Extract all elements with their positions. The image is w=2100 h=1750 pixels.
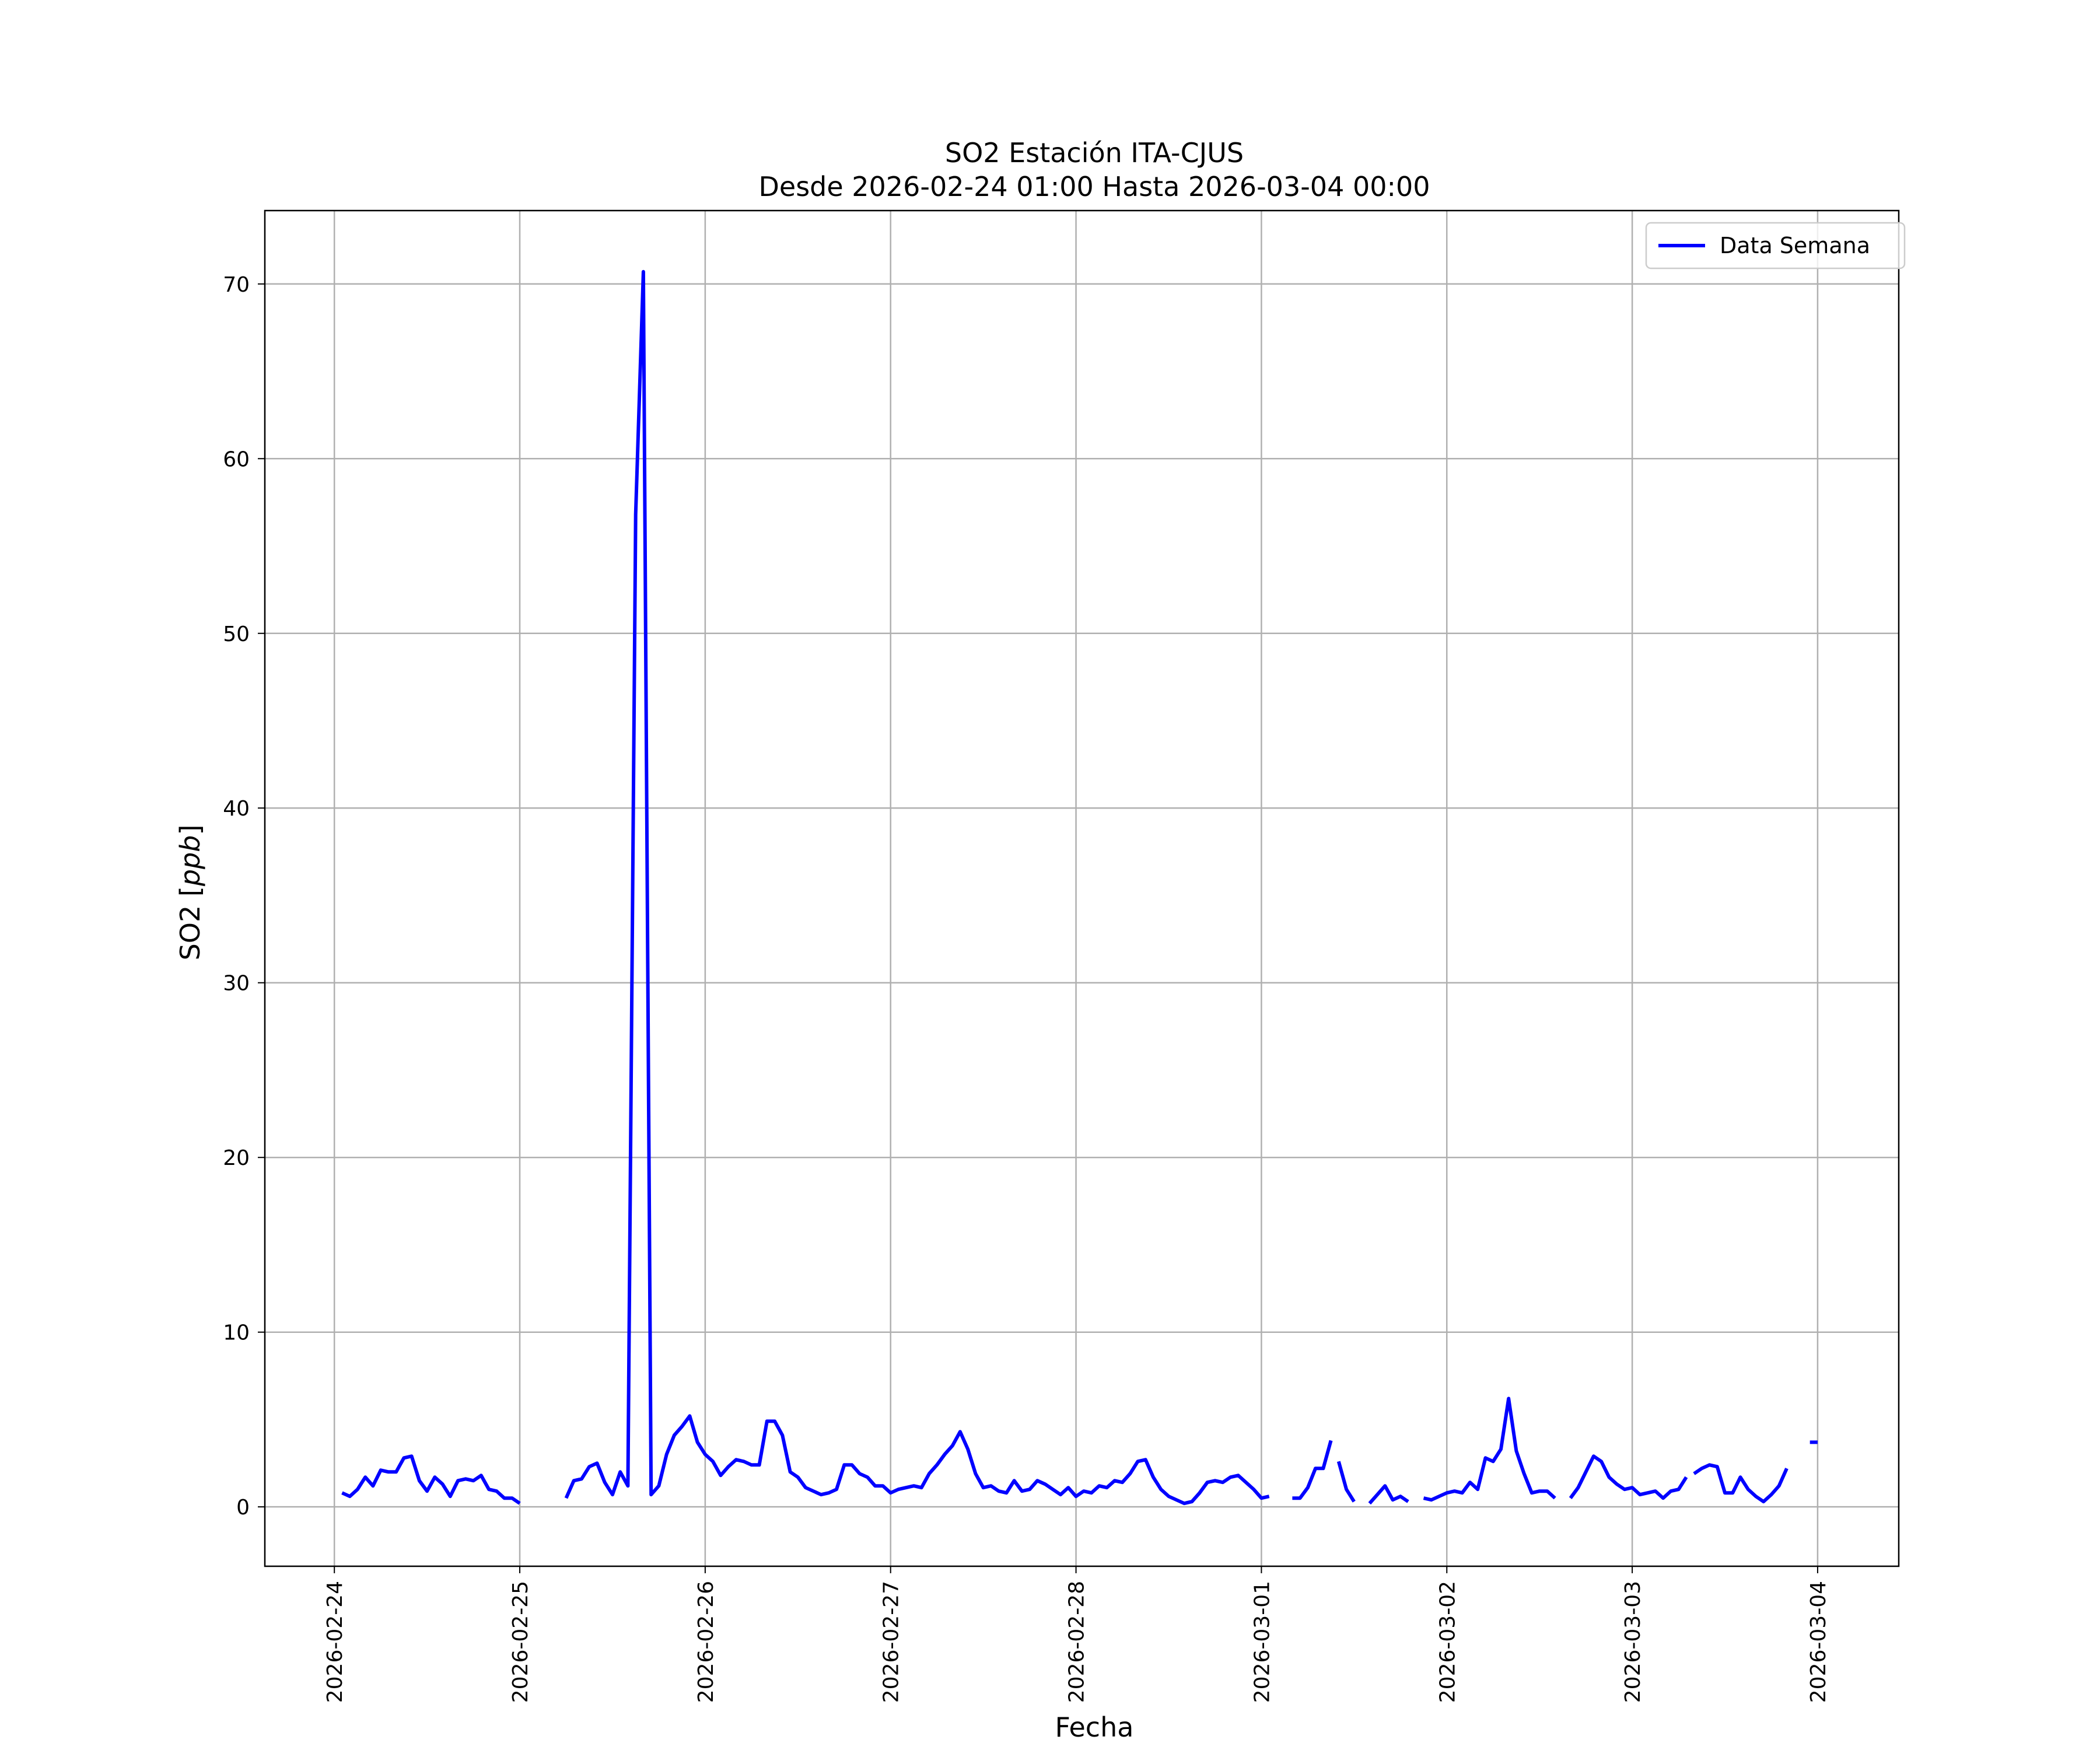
series-layer bbox=[341, 270, 1818, 1506]
series-line-segment bbox=[1569, 1454, 1688, 1500]
series-line-segment bbox=[1336, 1461, 1356, 1503]
legend-box bbox=[1645, 222, 1906, 270]
y-tick-label: 10 bbox=[223, 1321, 250, 1345]
x-tick-label: 2026-02-24 bbox=[323, 1581, 347, 1703]
y-tick-label: 60 bbox=[223, 447, 250, 471]
y-axis-label: SO2 [ppb] bbox=[174, 825, 206, 961]
chart-subtitle: Desde 2026-02-24 01:00 Hasta 2026-03-04 … bbox=[758, 171, 1430, 202]
legend-label: Data Semana bbox=[1720, 233, 1870, 258]
chart-title: SO2 Estación ITA-CJUS bbox=[945, 137, 1244, 169]
grid-layer bbox=[265, 211, 1899, 1566]
x-tick-label: 2026-03-02 bbox=[1436, 1581, 1460, 1703]
series-line-segment bbox=[341, 1454, 521, 1505]
y-tick-label: 0 bbox=[236, 1496, 250, 1520]
plot-frame bbox=[264, 209, 1900, 1567]
x-tick-label: 2026-02-27 bbox=[880, 1581, 904, 1703]
x-tick-label: 2026-02-25 bbox=[509, 1581, 533, 1703]
x-tick-label: 2026-02-26 bbox=[694, 1581, 718, 1703]
x-tick-label: 2026-02-28 bbox=[1065, 1581, 1089, 1703]
y-tick-label: 50 bbox=[223, 622, 250, 646]
ticks-layer: 2026-02-24 2026-02-25 2026-02-26 2026-02-27… bbox=[223, 273, 1831, 1703]
y-tick-label: 30 bbox=[223, 972, 250, 996]
y-tick-label: 70 bbox=[223, 273, 250, 297]
x-tick-label: 2026-03-03 bbox=[1621, 1581, 1645, 1703]
y-axis-label-text: SO2 [ bbox=[174, 886, 206, 960]
x-axis-label: Fecha bbox=[1055, 1712, 1134, 1743]
series-line-segment bbox=[564, 270, 1270, 1506]
series-line-segment bbox=[1693, 1463, 1788, 1504]
y-tick-label: 20 bbox=[223, 1146, 250, 1170]
series-line-segment bbox=[1423, 1396, 1556, 1502]
y-axis-label-close: ] bbox=[174, 825, 206, 835]
legend: Data Semana bbox=[1645, 222, 1906, 270]
series-line-segment bbox=[1292, 1440, 1333, 1500]
series-line-segment bbox=[1368, 1484, 1409, 1505]
y-tick-label: 40 bbox=[223, 797, 250, 821]
y-axis-label-unit: ppb bbox=[174, 835, 206, 887]
x-tick-label: 2026-03-01 bbox=[1250, 1581, 1274, 1703]
x-tick-label: 2026-03-04 bbox=[1807, 1581, 1831, 1703]
